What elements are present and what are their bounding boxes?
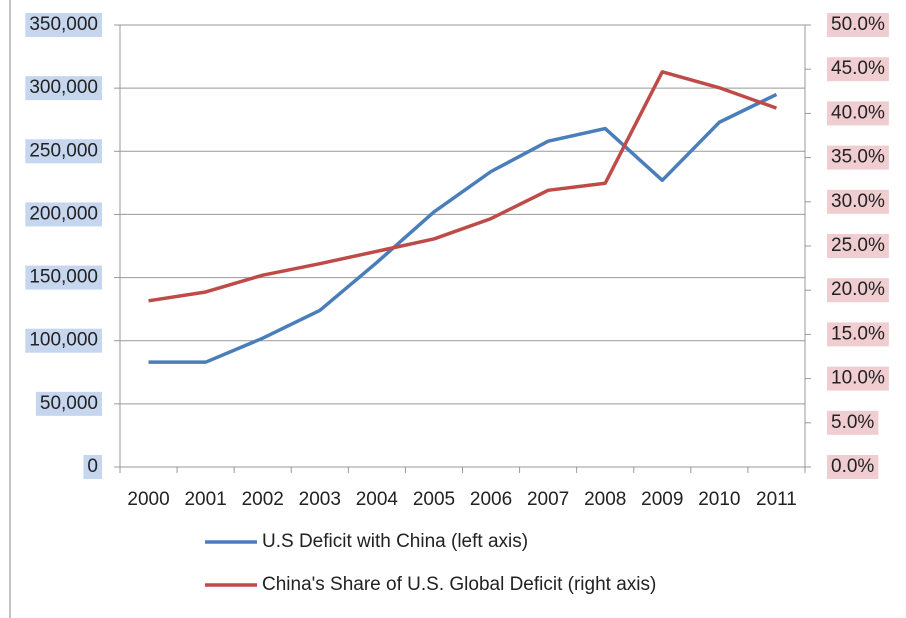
x-tick-label: 2002	[242, 489, 284, 510]
x-tick-label: 2009	[641, 489, 683, 510]
tick-label-highlight	[25, 328, 102, 353]
x-tick-label: 2000	[127, 489, 169, 510]
left-tick-label: 150,000	[29, 267, 98, 288]
tick-label-highlight	[827, 234, 889, 258]
right-tick-label: 45.0%	[831, 58, 885, 79]
right-tick-label: 40.0%	[831, 102, 885, 123]
left-tick-label: 50,000	[40, 393, 98, 414]
tick-label-highlight	[827, 278, 889, 303]
left-tick-label: 250,000	[29, 140, 98, 161]
right-tick-label: 30.0%	[831, 191, 885, 212]
x-tick-label: 2008	[584, 489, 626, 510]
right-tick-label: 0.0%	[831, 456, 874, 477]
x-tick-label: 2006	[470, 489, 512, 510]
series-line	[148, 70, 778, 303]
tick-label-highlight	[25, 265, 102, 290]
x-tick-label: 2003	[299, 489, 341, 510]
legend-label: U.S Deficit with China (left axis)	[262, 531, 528, 552]
left-tick-label: 350,000	[29, 14, 98, 35]
right-tick-label: 25.0%	[831, 235, 885, 256]
right-tick-label: 20.0%	[831, 279, 885, 300]
x-tick-label: 2005	[413, 489, 455, 510]
tick-label-highlight	[25, 13, 102, 37]
left-tick-label: 0	[87, 456, 98, 477]
tick-label-highlight	[827, 322, 889, 347]
right-tick-label: 50.0%	[831, 14, 885, 35]
x-tick-label: 2010	[698, 489, 740, 510]
tick-label-highlight	[35, 391, 102, 416]
tick-label-highlight	[25, 76, 102, 101]
x-tick-label: 2011	[756, 489, 797, 510]
tick-label-highlight	[827, 57, 889, 82]
label-backgrounds	[25, 13, 889, 479]
right-tick-label: 5.0%	[831, 412, 874, 433]
tick-label-highlight	[827, 189, 889, 214]
tick-label-highlight	[827, 366, 889, 391]
right-tick-label: 10.0%	[831, 368, 885, 389]
tick-label-highlight	[25, 139, 102, 164]
x-tick-label: 2001	[184, 489, 226, 510]
tick-label-highlight	[827, 13, 889, 37]
right-tick-label: 35.0%	[831, 147, 885, 168]
left-tick-label: 200,000	[29, 203, 98, 224]
x-tick-label: 2007	[527, 489, 569, 510]
tick-label-highlight	[827, 455, 879, 479]
left-tick-label: 100,000	[29, 330, 98, 351]
tick-label-highlight	[827, 145, 889, 170]
tick-label-highlight	[827, 101, 889, 126]
tick-label-highlight	[83, 455, 102, 479]
series-line	[148, 92, 778, 364]
x-tick-label: 2004	[356, 489, 399, 510]
legend-label: China's Share of U.S. Global Deficit (ri…	[262, 574, 656, 595]
left-tick-label: 300,000	[29, 77, 98, 98]
right-tick-label: 15.0%	[831, 323, 885, 344]
tick-label-highlight	[25, 202, 102, 227]
tick-label-highlight	[827, 410, 879, 435]
